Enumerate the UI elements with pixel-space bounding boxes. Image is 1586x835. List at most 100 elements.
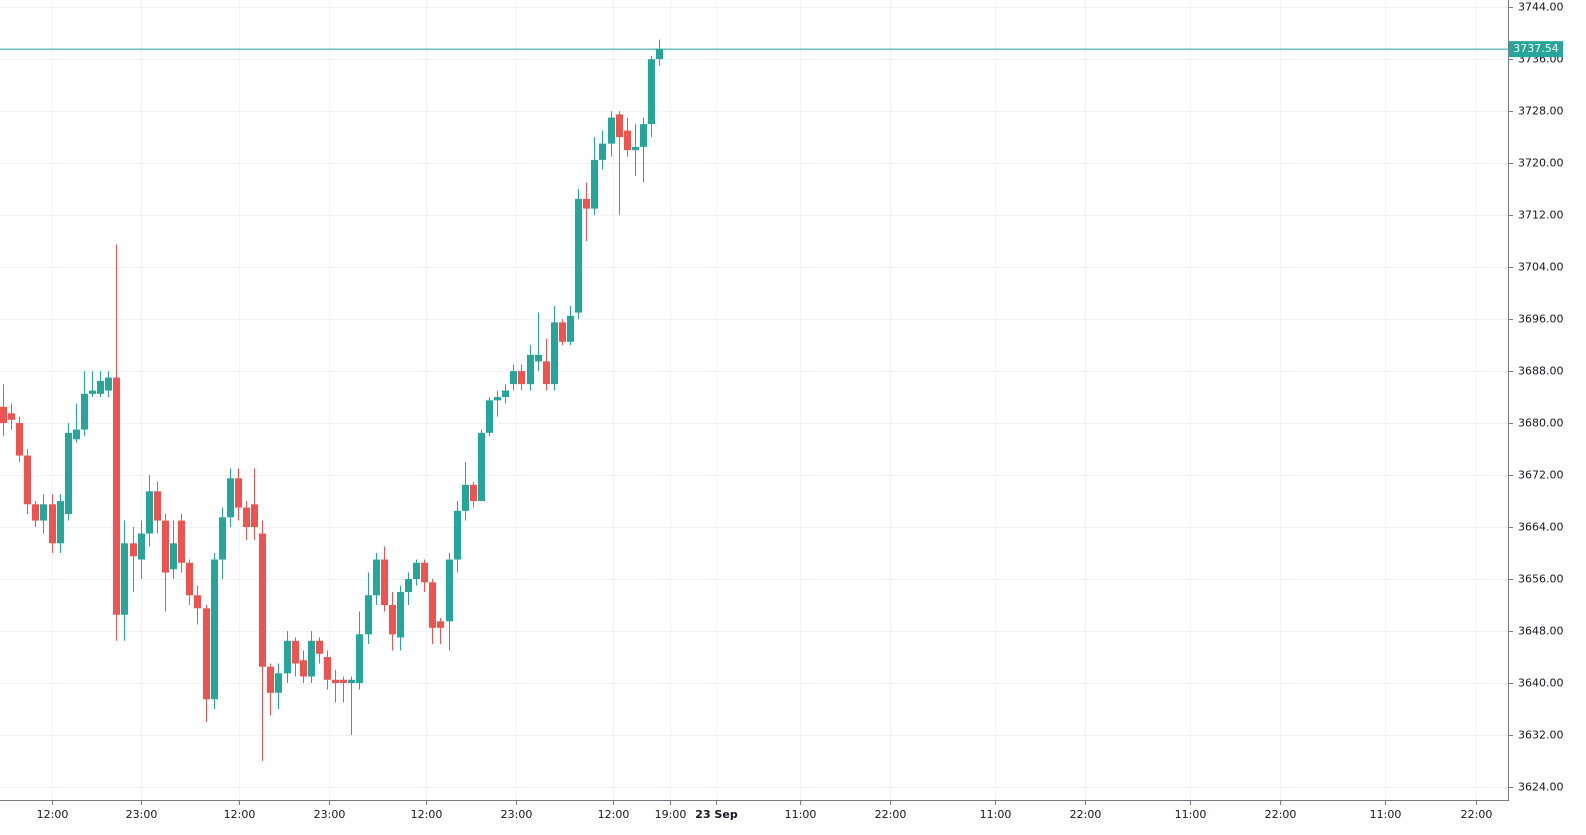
y-tick-label: 3672.00 [1518,469,1564,482]
candle-body [130,543,137,557]
candle-body [413,562,420,580]
x-tick-label: 11:00 [785,808,817,821]
candle-body [324,657,331,680]
candle-body [178,520,185,563]
candle-body [454,510,461,560]
candle-body [332,679,339,684]
candle-body [446,559,453,622]
candle-body [551,322,558,385]
candle-body [16,423,23,456]
candle-body [575,198,582,313]
candle-body [251,504,258,528]
candle-body [284,640,291,674]
x-tick-label: 19:00 [655,808,687,821]
candle-body [494,397,501,401]
y-tick-label: 3744.00 [1518,1,1564,14]
candle-body [421,562,428,583]
candle-body [648,59,655,125]
x-tick-label: 23:00 [314,808,346,821]
candle-body [8,413,15,420]
candle-body [308,640,315,677]
candle-body [616,114,623,138]
candle-body [510,371,517,385]
x-tick-label: 11:00 [980,808,1012,821]
candle-body [267,666,274,693]
candle-body [300,660,307,677]
candle-body [591,159,598,209]
candle-body [340,679,347,684]
y-tick-label: 3680.00 [1518,417,1564,430]
candle-body [146,491,153,534]
candle-body [356,634,363,684]
candle-body [259,533,266,667]
x-tick-label: 11:00 [1370,808,1402,821]
candle-body [535,354,542,362]
candle-body [97,380,104,394]
x-tick-label: 22:00 [1265,808,1297,821]
x-tick-label: 23:00 [126,808,158,821]
candle-body [486,400,493,433]
candle-body [73,429,80,440]
candle-body [235,478,242,508]
last-price-label: 3737.54 [1513,42,1559,55]
y-tick-label: 3664.00 [1518,521,1564,534]
candle-body [502,390,509,398]
grid [0,0,1508,800]
candle-body [57,501,64,544]
last-price-box [1509,41,1563,58]
candle-body [462,484,469,511]
y-tick-label: 3728.00 [1518,105,1564,118]
candle-body [316,640,323,654]
x-tick-label: 12:00 [224,808,256,821]
x-tick-label: 22:00 [875,808,907,821]
candle-body [162,520,169,573]
candle-body [121,543,128,615]
y-tick-label: 3648.00 [1518,625,1564,638]
x-tick-label: 22:00 [1070,808,1102,821]
x-tick-label: 22:00 [1461,808,1493,821]
y-tick-label: 3704.00 [1518,261,1564,274]
candle-body [527,354,534,385]
y-tick-label: 3688.00 [1518,365,1564,378]
candle-body [608,117,615,144]
candle-body [32,504,39,521]
candles [0,39,1508,762]
y-tick-label: 3712.00 [1518,209,1564,222]
candle-body [381,559,388,606]
candle-body [348,679,355,684]
x-tick-label: 12:00 [411,808,443,821]
candle-body [243,507,250,528]
candle-body [599,143,606,160]
candle-body [567,315,574,342]
candle-body [154,491,161,521]
candle-body [0,406,7,424]
y-tick-label: 3632.00 [1518,729,1564,742]
candle-body [203,608,210,700]
candle-body [624,130,631,151]
candle-body [113,377,120,615]
candle-body [49,504,56,544]
candle-body [81,393,88,430]
candle-body [559,322,566,342]
candle-body [65,432,72,515]
candle-body [632,146,639,151]
candle-body [186,562,193,596]
x-tick-label: 23:00 [501,808,533,821]
candle-body [275,673,282,693]
x-tick-label: 12:00 [598,808,630,821]
y-tick-label: 3720.00 [1518,157,1564,170]
y-tick-label: 3624.00 [1518,781,1564,794]
candle-body [24,455,31,505]
candle-body [405,579,412,593]
candle-body [389,605,396,635]
candle-body [478,432,485,502]
candle-body [194,595,201,609]
candle-body [397,592,404,638]
y-tick-label: 3656.00 [1518,573,1564,586]
x-tick-label: 12:00 [37,808,69,821]
candle-body [365,595,372,635]
candle-body [583,198,590,209]
candle-body [170,543,177,570]
